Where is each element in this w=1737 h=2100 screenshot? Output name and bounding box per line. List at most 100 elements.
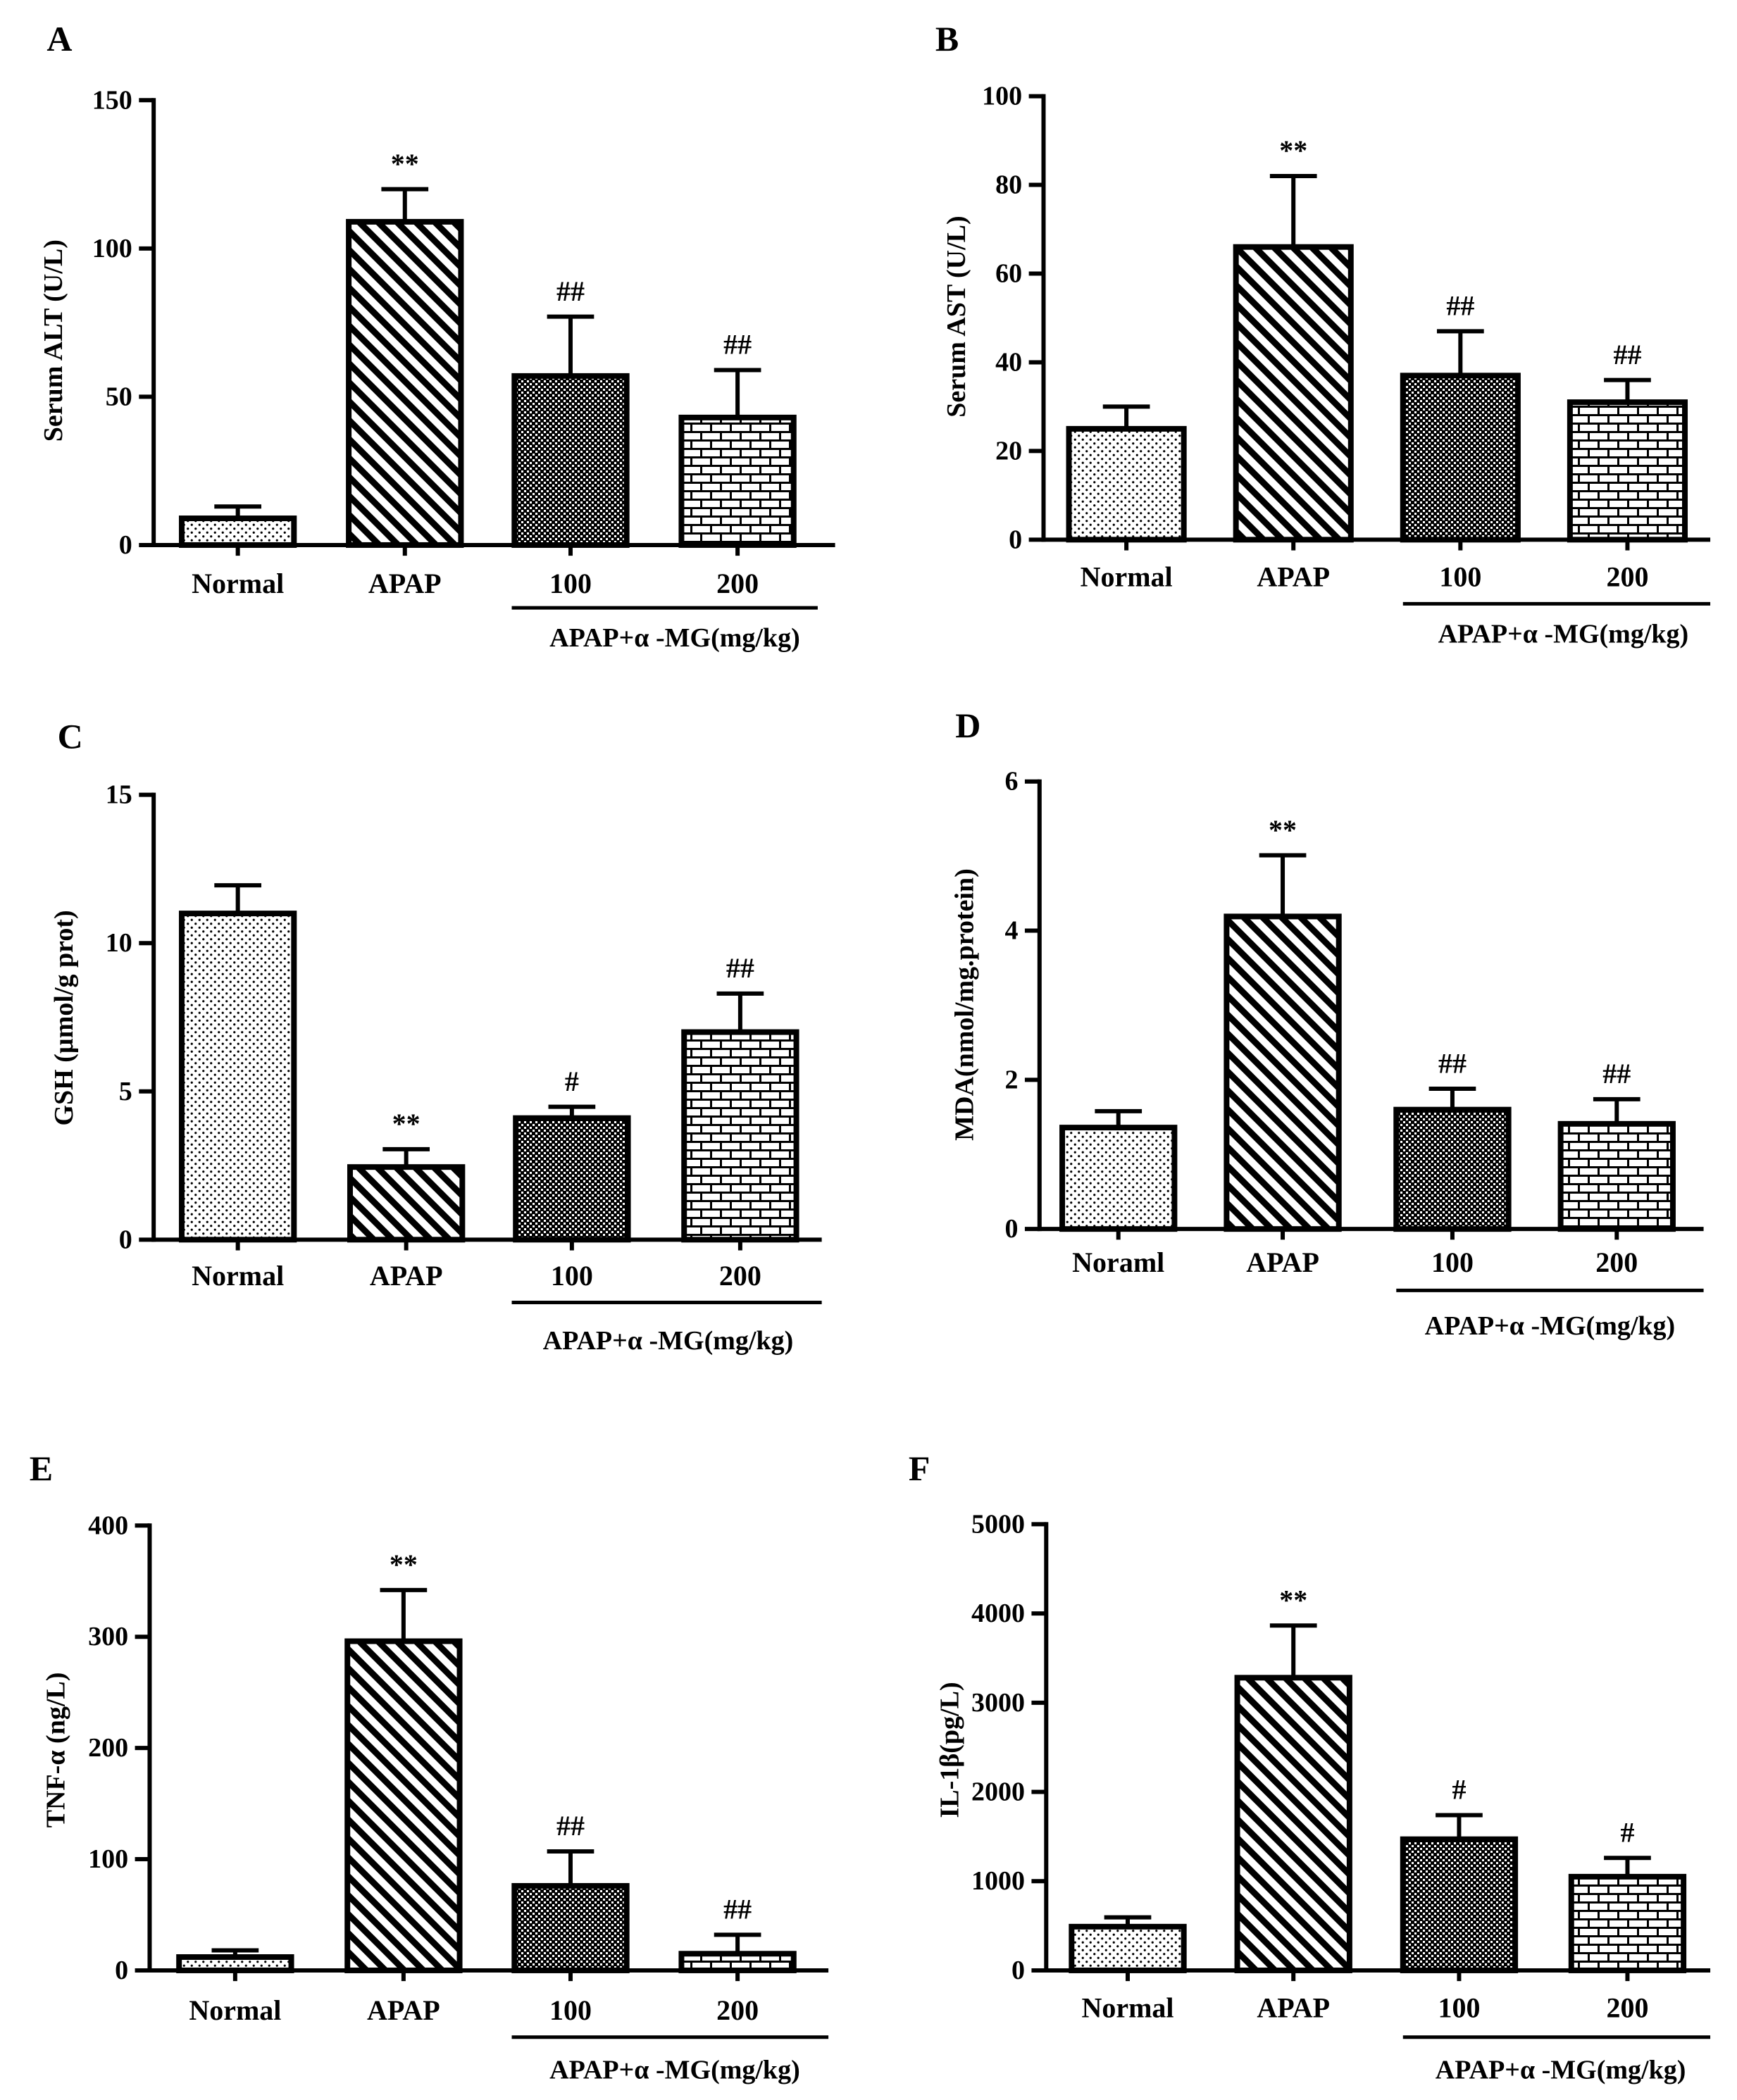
category-label: 200 bbox=[716, 1994, 759, 2026]
category-label: 100 bbox=[549, 568, 592, 599]
category-label: Normal bbox=[189, 1994, 281, 2026]
bar-dotted bbox=[178, 515, 297, 548]
panel-letter: C bbox=[58, 716, 83, 756]
panel-letter: E bbox=[30, 1449, 53, 1488]
y-tick-label: 0 bbox=[119, 530, 132, 560]
significance-marker: ## bbox=[556, 1810, 585, 1842]
y-tick-label: 3000 bbox=[971, 1688, 1025, 1718]
bar-dotted bbox=[1069, 1923, 1187, 1973]
category-label: Normal bbox=[192, 568, 284, 599]
bar-striped bbox=[346, 218, 464, 548]
y-axis-label: MDA(nmol/mg.protein) bbox=[950, 868, 980, 1141]
significance-marker: ** bbox=[1269, 814, 1297, 846]
bar-brick bbox=[1557, 1120, 1676, 1232]
significance-marker: # bbox=[1620, 1817, 1634, 1849]
panel-letter: B bbox=[935, 19, 959, 58]
significance-marker: # bbox=[565, 1065, 579, 1097]
category-label: Noraml bbox=[1072, 1246, 1164, 1278]
bar-brick bbox=[681, 1029, 799, 1243]
y-tick-label: 150 bbox=[92, 85, 132, 115]
y-tick-label: 0 bbox=[1009, 525, 1022, 554]
bar-brick bbox=[678, 414, 797, 548]
y-tick-label: 100 bbox=[982, 82, 1022, 111]
significance-marker: ## bbox=[1602, 1058, 1631, 1089]
category-label: APAP bbox=[367, 1994, 440, 2026]
bar-checkered bbox=[513, 1115, 631, 1243]
bar-brick bbox=[678, 1951, 797, 1973]
bar-striped bbox=[347, 1164, 466, 1243]
significance-marker: ## bbox=[726, 952, 754, 984]
panel-letter: F bbox=[909, 1449, 930, 1488]
y-tick-label: 2 bbox=[1004, 1065, 1018, 1094]
y-tick-label: 6 bbox=[1004, 767, 1018, 796]
y-tick-label: 60 bbox=[995, 258, 1022, 288]
category-label: APAP bbox=[1257, 1992, 1330, 2023]
bar-dotted bbox=[1059, 1125, 1178, 1232]
significance-marker: ** bbox=[390, 1549, 418, 1580]
panel-letter: A bbox=[46, 19, 72, 58]
y-tick-label: 400 bbox=[88, 1511, 128, 1540]
bar-checkered bbox=[1393, 1106, 1512, 1232]
category-label: APAP bbox=[1257, 561, 1330, 593]
y-tick-label: 2000 bbox=[971, 1777, 1025, 1807]
y-tick-label: 40 bbox=[995, 347, 1022, 377]
bar-dotted bbox=[176, 1954, 294, 1973]
group-label: APAP+α -MG(mg/kg) bbox=[1425, 1311, 1676, 1341]
group-label: APAP+α -MG(mg/kg) bbox=[1438, 619, 1689, 649]
y-tick-label: 0 bbox=[119, 1225, 132, 1254]
panel-a: A Serum ALT (U/L) 0 50 100 150 Normal ** APAP ## 1… bbox=[39, 19, 835, 653]
bar-checkered bbox=[511, 1882, 630, 1973]
category-label: Normal bbox=[1081, 561, 1173, 593]
significance-marker: ## bbox=[1446, 290, 1474, 322]
significance-marker: ## bbox=[1613, 339, 1641, 370]
y-tick-label: 100 bbox=[88, 1844, 128, 1874]
y-tick-label: 5000 bbox=[971, 1509, 1025, 1539]
bar-checkered bbox=[1400, 1836, 1519, 1973]
group-label: APAP+α -MG(mg/kg) bbox=[549, 623, 800, 653]
significance-marker: # bbox=[1452, 1774, 1466, 1806]
category-label: Normal bbox=[1081, 1992, 1173, 2023]
category-label: 200 bbox=[1606, 1992, 1648, 2023]
category-label: APAP bbox=[1246, 1246, 1319, 1278]
significance-marker: ** bbox=[1279, 135, 1307, 166]
y-axis-label: Serum AST (U/L) bbox=[942, 215, 971, 417]
bar-striped bbox=[344, 1638, 463, 1973]
y-tick-label: 0 bbox=[1011, 1956, 1025, 1985]
y-tick-label: 100 bbox=[92, 234, 132, 263]
significance-marker: ## bbox=[556, 275, 585, 307]
bar-dotted bbox=[1066, 425, 1187, 543]
bar-brick bbox=[1568, 1873, 1687, 1973]
y-tick-label: 80 bbox=[995, 170, 1022, 200]
category-label: 100 bbox=[1439, 561, 1481, 593]
significance-marker: ## bbox=[723, 1894, 752, 1925]
category-label: 100 bbox=[1431, 1246, 1474, 1278]
y-tick-label: 0 bbox=[115, 1956, 128, 1985]
group-label: APAP+α -MG(mg/kg) bbox=[549, 2056, 800, 2085]
y-tick-label: 300 bbox=[88, 1622, 128, 1651]
y-axis-label: TNF-α (ng/L) bbox=[42, 1673, 71, 1828]
group-label: APAP+α -MG(mg/kg) bbox=[1436, 2056, 1686, 2085]
category-label: APAP bbox=[370, 1260, 443, 1292]
category-label: 100 bbox=[1438, 1992, 1480, 2023]
panel-f: F IL-1β(pg/L) 0 1000 2000 3000 4000 5000 Normal *… bbox=[909, 1449, 1711, 2085]
y-tick-label: 200 bbox=[88, 1733, 128, 1763]
bar-striped bbox=[1224, 913, 1342, 1232]
bar-checkered bbox=[1400, 373, 1521, 543]
bar-striped bbox=[1233, 244, 1354, 543]
category-label: Normal bbox=[192, 1260, 284, 1292]
y-tick-label: 20 bbox=[995, 436, 1022, 465]
panel-e: E TNF-α (ng/L) 0 100 200 300 400 Normal ** APAP ##… bbox=[30, 1449, 829, 2085]
bar-dotted bbox=[178, 911, 297, 1243]
bar-brick bbox=[1567, 399, 1688, 543]
y-tick-label: 5 bbox=[119, 1077, 132, 1106]
category-label: 100 bbox=[549, 1994, 592, 2026]
panel-c: C GSH (µmol/g prot) 0 5 10 15 Normal ** APAP #100… bbox=[49, 716, 822, 1356]
category-label: 200 bbox=[716, 568, 759, 599]
bar-striped bbox=[1234, 1675, 1352, 1973]
panel-b: B Serum AST (U/L) 0 20 40 60 80 100 Normal ** APAP… bbox=[935, 19, 1711, 649]
significance-marker: ** bbox=[1279, 1584, 1307, 1615]
significance-marker: ## bbox=[723, 329, 752, 361]
significance-marker: ## bbox=[1438, 1047, 1467, 1079]
category-label: APAP bbox=[368, 568, 442, 599]
